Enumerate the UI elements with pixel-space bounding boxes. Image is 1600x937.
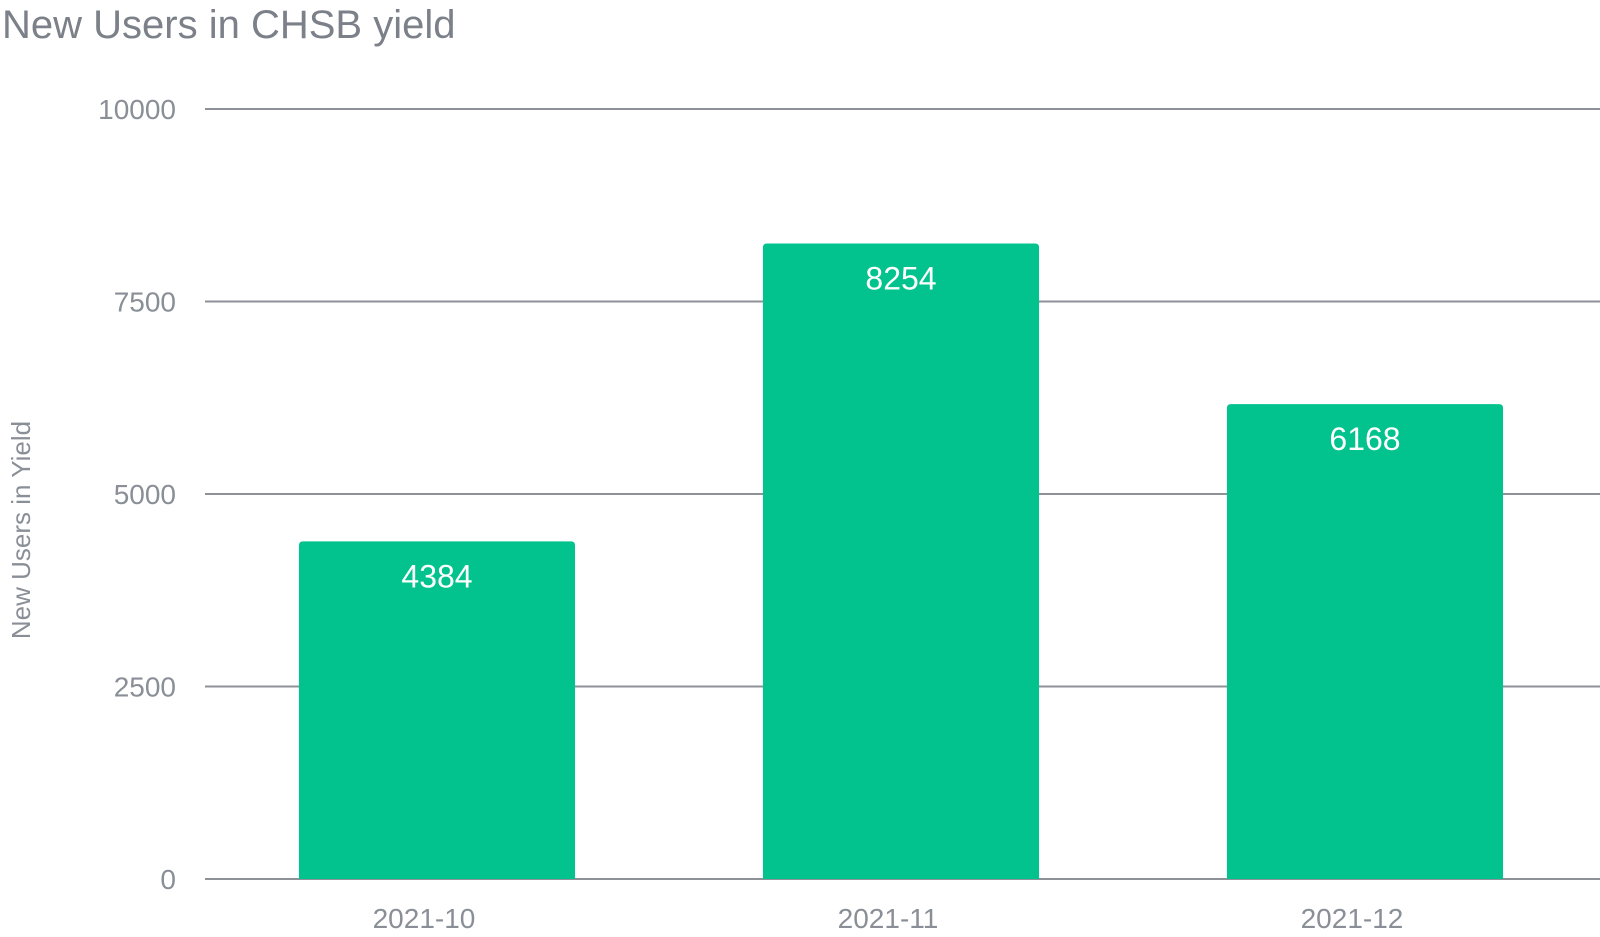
y-tick-label: 0 <box>160 864 176 895</box>
bar-2021-12 <box>1226 404 1504 879</box>
data-label-2021-11: 8254 <box>865 260 936 296</box>
y-tick-label: 2500 <box>114 672 176 703</box>
data-label-2021-12: 6168 <box>1329 421 1400 457</box>
bar-2021-10 <box>298 541 576 879</box>
y-axis-ticks: 0 2500 5000 7500 10000 <box>98 94 176 895</box>
y-tick-label: 7500 <box>114 287 176 318</box>
x-tick-label-2021-12: 2021-12 <box>1301 903 1404 934</box>
bar-2021-11 <box>762 243 1040 879</box>
data-labels: 4384 8254 6168 <box>401 260 1400 594</box>
bars <box>298 243 1504 879</box>
y-tick-label: 10000 <box>98 94 176 125</box>
x-axis-ticks: 2021-10 2021-11 2021-12 <box>373 903 1404 934</box>
y-tick-label: 5000 <box>114 479 176 510</box>
chart-title: New Users in CHSB yield <box>2 3 456 47</box>
x-tick-label-2021-10: 2021-10 <box>373 903 476 934</box>
x-tick-label-2021-11: 2021-11 <box>838 903 939 934</box>
y-axis-title: New Users in Yield <box>6 421 36 639</box>
data-label-2021-10: 4384 <box>401 558 472 594</box>
